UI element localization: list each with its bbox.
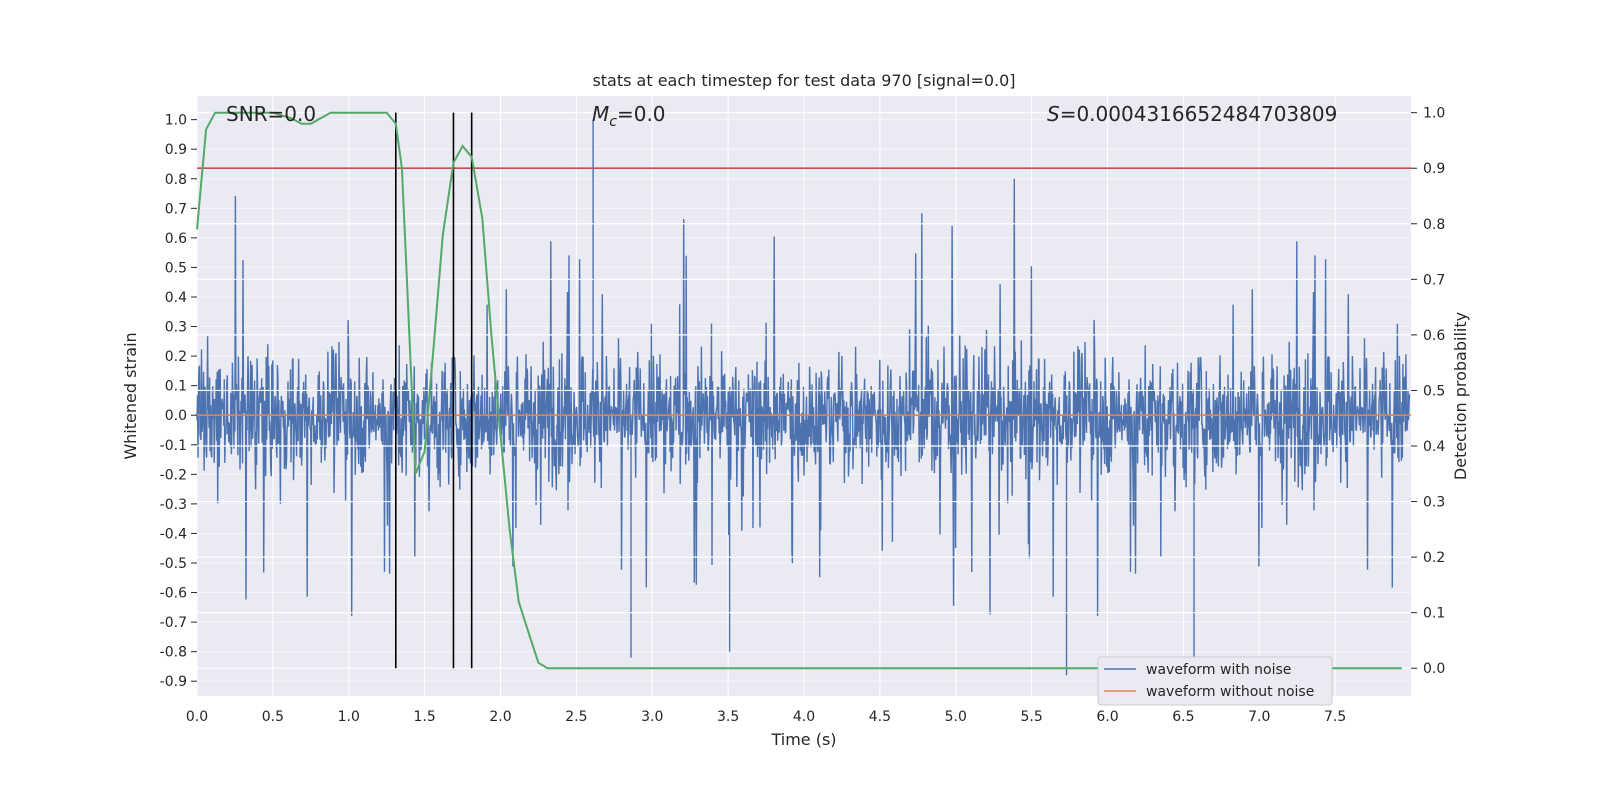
right-y-axis-ticks: 1.0 0.9 0.8 0.7 0.6 0.5 0.4 0.3 0.2 0.1 0.0 [1411, 106, 1445, 677]
right-y-tick-label: 1.0 [1423, 106, 1445, 122]
y-tick-label: -0.8 [160, 645, 187, 661]
chirp-mass-symbol: M [592, 102, 609, 126]
right-y-tick-label: 0.5 [1423, 383, 1445, 399]
y-tick-label: 0.5 [165, 260, 187, 276]
x-tick-label: 4.5 [869, 709, 891, 725]
y-tick-label: 0.3 [165, 320, 187, 336]
x-tick-label: 0.0 [186, 709, 208, 725]
y-tick-label: 0.1 [165, 379, 187, 395]
right-y-axis-label: Detection probability [1451, 312, 1470, 480]
chart-title: stats at each timestep for test data 970… [592, 71, 1015, 90]
x-axis-label: Time (s) [770, 730, 836, 749]
right-y-tick-label: 0.0 [1423, 661, 1445, 677]
x-tick-label: 3.5 [717, 709, 739, 725]
y-tick-label: 0.0 [165, 408, 187, 424]
waveform-with-noise-series [196, 119, 1411, 676]
x-tick-label: 6.0 [1096, 709, 1118, 725]
y-tick-label: -0.3 [160, 497, 187, 513]
overlays [196, 111, 1411, 670]
x-tick-label: 5.0 [945, 709, 967, 725]
right-y-tick-label: 0.8 [1423, 217, 1445, 233]
y-axis-label: Whitened strain [121, 332, 140, 459]
legend-label-noise: waveform with noise [1146, 662, 1291, 678]
waveform-with-noise-line [196, 119, 1411, 676]
chirp-mass-subscript: c [609, 114, 617, 130]
statistic-symbol: S [1047, 102, 1060, 126]
y-tick-label: 0.9 [165, 142, 187, 158]
x-tick-label: 7.5 [1324, 709, 1346, 725]
y-tick-label: 0.7 [165, 201, 187, 217]
right-y-tick-label: 0.4 [1423, 439, 1445, 455]
y-axis-ticks: 1.0 0.9 0.8 0.7 0.6 0.5 0.4 0.3 0.2 0.1 0.0 -0.1 -0.… [160, 113, 197, 690]
detection-probability-line [196, 111, 1402, 670]
right-y-tick-label: 0.3 [1423, 495, 1445, 511]
right-y-tick-label: 0.7 [1423, 272, 1445, 288]
x-tick-label: 0.5 [262, 709, 284, 725]
x-axis-ticks: 0.0 0.5 1.0 1.5 2.0 2.5 3.0 3.5 4.0 4.5 5.0 5.5 6.0 6… [186, 709, 1346, 725]
legend-label-clean: waveform without noise [1146, 684, 1314, 700]
x-tick-label: 5.5 [1020, 709, 1042, 725]
snr-annotation: SNR=0.0 [226, 102, 316, 126]
legend: waveform with noise waveform without noi… [1097, 656, 1333, 706]
y-tick-label: -0.6 [160, 586, 187, 602]
right-y-tick-label: 0.6 [1423, 328, 1445, 344]
right-y-tick-label: 0.2 [1423, 550, 1445, 566]
x-tick-label: 7.0 [1248, 709, 1270, 725]
x-tick-label: 1.0 [338, 709, 360, 725]
y-tick-label: 0.6 [165, 231, 187, 247]
x-tick-label: 3.0 [641, 709, 663, 725]
y-tick-label: -0.5 [160, 556, 187, 572]
y-tick-label: 0.2 [165, 349, 187, 365]
y-tick-label: -0.2 [160, 467, 187, 483]
snr-statistic-annotation: S=0.0004316652484703809 [1047, 102, 1337, 126]
y-tick-label: 0.4 [165, 290, 187, 306]
y-tick-label: -0.4 [160, 526, 187, 542]
y-tick-label: -0.1 [160, 438, 187, 454]
x-tick-label: 1.5 [413, 709, 435, 725]
x-tick-label: 6.5 [1172, 709, 1194, 725]
chirp-mass-value: =0.0 [617, 102, 666, 126]
y-tick-label: -0.7 [160, 615, 187, 631]
x-tick-label: 4.0 [793, 709, 815, 725]
right-y-tick-label: 0.1 [1423, 606, 1445, 622]
right-y-tick-label: 0.9 [1423, 161, 1445, 177]
legend-box [1097, 656, 1333, 706]
x-tick-label: 2.5 [565, 709, 587, 725]
x-tick-label: 2.0 [489, 709, 511, 725]
statistic-value: =0.0004316652484703809 [1060, 102, 1338, 126]
y-tick-label: -0.9 [160, 674, 187, 690]
y-tick-label: 1.0 [165, 113, 187, 129]
chirp-mass-annotation: Mc=0.0 [592, 102, 666, 130]
y-tick-label: 0.8 [165, 172, 187, 188]
